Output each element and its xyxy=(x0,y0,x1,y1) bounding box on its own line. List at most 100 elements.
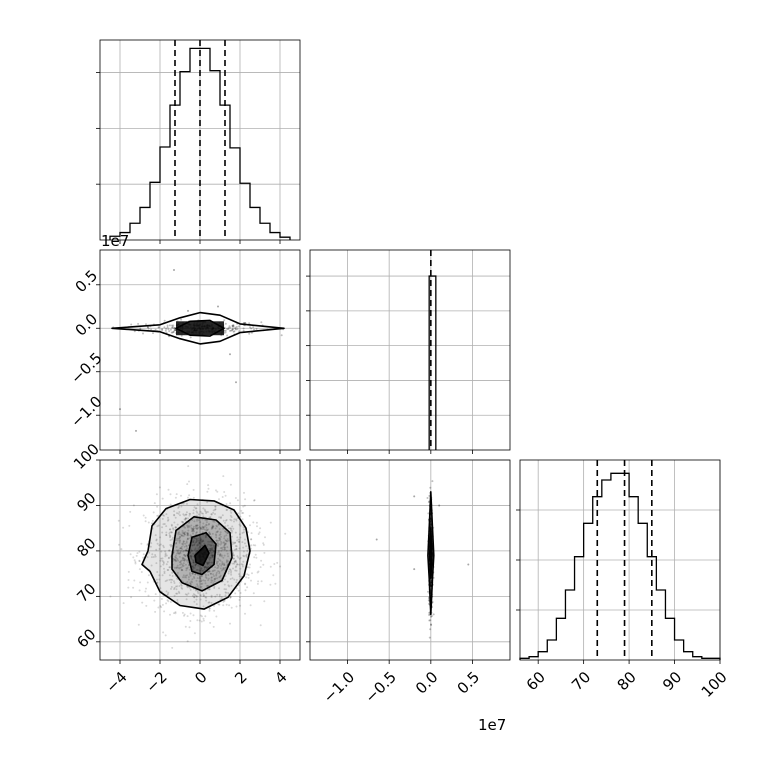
p31-scatter-point xyxy=(170,544,173,546)
p31-scatter-point xyxy=(211,554,214,557)
p31-scatter-point xyxy=(224,575,227,577)
p31-scatter-point xyxy=(196,619,199,622)
p31-scatter-point xyxy=(210,548,213,551)
p31-scatter-point xyxy=(194,563,197,566)
p21-ytick-label-3: 0.5 xyxy=(72,266,102,296)
p32-outlier-point xyxy=(375,538,378,541)
p31-scatter-point xyxy=(225,603,228,606)
p31-scatter-point xyxy=(186,517,189,520)
p31-scatter-point xyxy=(166,579,169,582)
p31-scatter-point xyxy=(193,520,196,523)
p31-scatter-point xyxy=(176,539,179,542)
p31-scatter-point xyxy=(160,606,163,609)
p31-scatter-point xyxy=(237,556,240,559)
p21-contour-outer xyxy=(111,311,285,345)
p31-scatter-point xyxy=(165,525,168,528)
p31-scatter-point xyxy=(197,519,200,522)
p21-scatter-point xyxy=(163,326,166,329)
p31-scatter-point xyxy=(195,550,198,553)
p31-scatter-point xyxy=(194,541,197,544)
p31-scatter-point xyxy=(263,551,266,554)
p31-scatter-point xyxy=(202,528,205,530)
p31-scatter-point xyxy=(224,594,227,597)
p31-scatter-point xyxy=(222,567,225,570)
p31-scatter-point xyxy=(208,601,211,604)
p31-scatter-point xyxy=(197,564,200,567)
p31-scatter-point xyxy=(229,622,231,625)
p31-scatter-point xyxy=(221,563,224,566)
p31-scatter-point xyxy=(178,592,181,594)
p31-scatter-point xyxy=(204,573,207,576)
p31-scatter-point xyxy=(178,561,181,564)
p31-scatter-point xyxy=(164,634,167,637)
p31-scatter-point xyxy=(244,498,247,501)
p31-scatter-point xyxy=(186,567,189,570)
p31-scatter-point xyxy=(186,559,188,562)
p31-scatter-point xyxy=(239,556,242,559)
p21-scatter-point xyxy=(248,322,251,325)
p31-scatter-point xyxy=(235,605,238,608)
p31-scatter-point xyxy=(219,553,222,556)
p21-scatter-point xyxy=(173,328,176,331)
p31-scatter-point xyxy=(179,514,181,517)
p31-scatter-point xyxy=(184,531,187,534)
p31-scatter-point xyxy=(180,569,183,572)
p31-scatter-point xyxy=(222,519,225,522)
p31-scatter-point xyxy=(227,555,230,558)
p21-scatter-point xyxy=(169,328,172,331)
p31-scatter-point xyxy=(160,550,163,553)
p31-scatter-point xyxy=(251,572,253,575)
p31-scatter-point xyxy=(233,562,236,565)
p31-scatter-point xyxy=(209,540,211,543)
p31-scatter-point xyxy=(180,562,183,565)
p31-scatter-point xyxy=(193,596,196,599)
p31-scatter-point xyxy=(214,508,217,511)
p31-scatter-point xyxy=(185,567,188,570)
p31-scatter-point xyxy=(165,602,168,605)
p31-scatter-point xyxy=(229,595,232,598)
p31-scatter-point xyxy=(250,544,253,547)
p31-scatter-point xyxy=(149,545,152,548)
p31-scatter-point xyxy=(167,488,170,491)
p31-scatter-point xyxy=(170,581,173,584)
p31-scatter-point xyxy=(242,550,245,553)
p31-scatter-point xyxy=(214,577,217,580)
p31-scatter-point xyxy=(254,544,257,547)
p31-scatter-point xyxy=(211,570,214,573)
p31-scatter-point xyxy=(177,559,179,562)
p31-scatter-point xyxy=(144,516,147,519)
p31-scatter-point xyxy=(142,556,145,559)
p31-scatter-point xyxy=(209,533,212,536)
p31-scatter-point xyxy=(175,559,178,562)
p31-scatter-point xyxy=(211,548,214,551)
p31-scatter-point xyxy=(190,558,193,561)
p31-scatter-point xyxy=(242,531,245,534)
p31-contour-inner xyxy=(187,531,217,576)
panel-param3-vs-param2: −1.0 −0.5 0.0 0.5 xyxy=(306,459,511,707)
p31-scatter-point xyxy=(232,554,235,557)
p31-scatter-point xyxy=(246,586,249,589)
p31-scatter-point xyxy=(178,541,181,544)
p31-scatter-point xyxy=(230,529,233,532)
p31-scatter-point xyxy=(189,612,192,615)
p31-scatter-point xyxy=(182,564,185,567)
p21-scatter-point xyxy=(165,327,168,330)
p31-scatter-point xyxy=(211,555,214,558)
p21-frame xyxy=(99,249,301,451)
p31-scatter-point xyxy=(218,603,221,606)
p31-scatter-point xyxy=(192,564,195,567)
p31-scatter-point xyxy=(211,532,214,535)
p31-scatter-point xyxy=(199,570,202,573)
p31-scatter-point xyxy=(197,547,200,550)
p22-frame xyxy=(309,249,511,451)
p31-scatter-point xyxy=(218,570,221,573)
p31-scatter-point xyxy=(202,569,205,572)
p21-scatter-point xyxy=(231,324,234,327)
p31-scatter-point xyxy=(154,593,157,596)
p31-scatter-point xyxy=(208,549,211,552)
p21-scatter-point xyxy=(172,324,175,327)
p31-scatter-point xyxy=(202,539,204,542)
p31-scatter-point xyxy=(162,523,165,526)
p31-scatter-point xyxy=(194,564,197,567)
p31-scatter-point xyxy=(168,578,171,581)
